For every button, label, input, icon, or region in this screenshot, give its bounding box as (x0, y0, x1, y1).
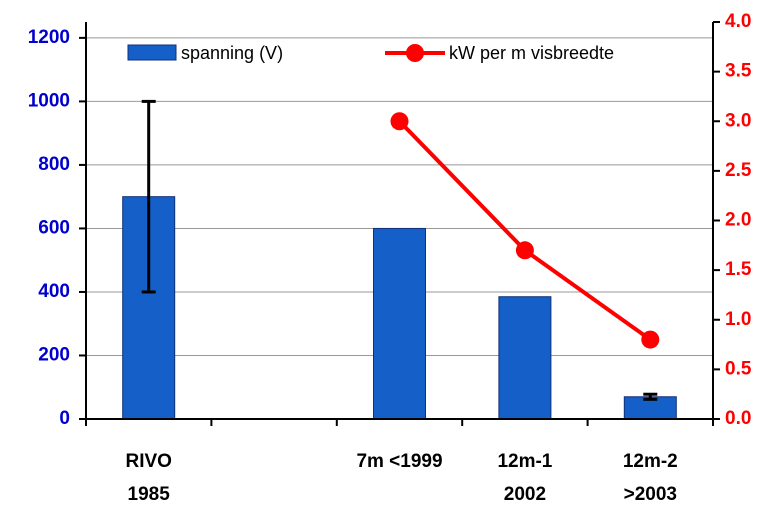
y2-tick-label: 0.0 (725, 408, 751, 429)
x-tick-label: 12m-2 (623, 451, 678, 472)
y2-tick-label: 3.5 (725, 61, 752, 82)
bar (373, 227, 426, 420)
legend-marker (406, 44, 424, 62)
y-tick-label: 1200 (28, 27, 70, 48)
y-tick-label: 400 (38, 281, 70, 302)
x-tick-label: 7m <1999 (356, 451, 442, 472)
y-tick-label: 0 (59, 408, 70, 429)
legend-swatch (127, 44, 177, 61)
y2-tick-label: 0.5 (725, 358, 752, 379)
y2-tick-label: 2.5 (725, 160, 752, 181)
y2-tick-label: 1.0 (725, 309, 751, 330)
bar (498, 296, 552, 420)
legend-label: spanning (V) (181, 43, 283, 63)
y2-tick-label: 1.5 (725, 259, 752, 280)
line-marker (515, 241, 534, 260)
x-tick-label: RIVO (125, 451, 171, 472)
line-marker (390, 112, 409, 131)
y-tick-label: 1000 (28, 90, 70, 111)
y2-tick-label: 4.0 (725, 11, 751, 32)
y-tick-label: 600 (38, 217, 70, 238)
x-tick-label: 2002 (504, 484, 546, 505)
x-tick-label: 1985 (128, 484, 171, 505)
line-marker (641, 330, 660, 349)
y-tick-label: 200 (38, 344, 70, 365)
y2-tick-label: 3.0 (725, 110, 751, 131)
x-tick-label: 12m-1 (497, 451, 552, 472)
y-tick-label: 800 (38, 154, 70, 175)
legend-label: kW per m visbreedte (449, 43, 614, 63)
x-tick-label: >2003 (624, 484, 677, 505)
y2-tick-label: 2.0 (725, 210, 751, 231)
